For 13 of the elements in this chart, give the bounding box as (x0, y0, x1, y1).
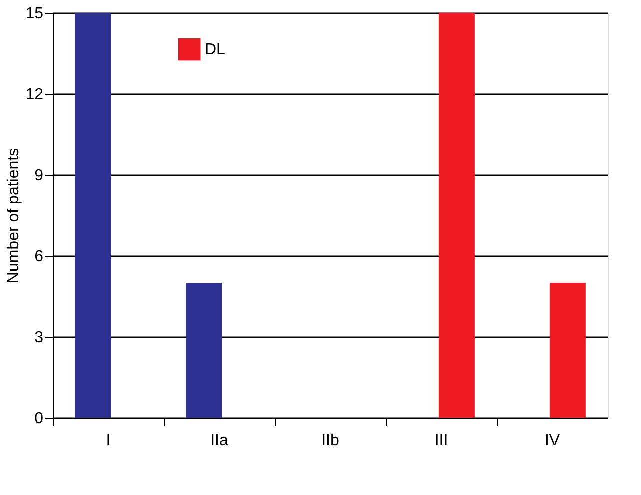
y-tick-label: 6 (34, 248, 44, 266)
y-tick-label: 12 (26, 86, 44, 104)
y-tick-label: 9 (34, 168, 44, 184)
x-tick-label: IV (544, 432, 560, 450)
x-tick-label: IIb (322, 432, 340, 450)
y-tick-label: 3 (34, 330, 44, 346)
y-tick-label: 15 (26, 6, 44, 22)
y-axis-title: Number of patients (6, 148, 23, 284)
x-tick-label: IIa (210, 432, 228, 450)
y-tick-label: 0 (34, 410, 44, 428)
legend-label: DL (205, 42, 226, 58)
x-tick-label: I (106, 432, 111, 450)
x-tick-label: III (434, 432, 448, 450)
